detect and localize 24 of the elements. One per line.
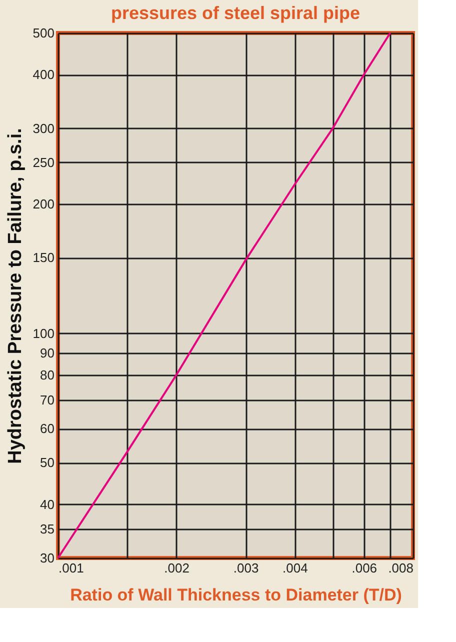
y-tick-label: 50 [40, 455, 54, 470]
y-tick-label: 300 [32, 120, 54, 136]
y-tick-label: 60 [40, 421, 54, 436]
y-tick-label: 500 [32, 26, 54, 40]
y-tick-label: 35 [40, 522, 54, 537]
y-axis-title: Hydrostatic Pressure to Failure, p.s.i. [4, 128, 26, 464]
x-axis-title: Ratio of Wall Thickness to Diameter (T/D) [70, 586, 402, 604]
y-tick-label: 100 [32, 326, 54, 341]
y-tick-label: 30 [40, 550, 54, 566]
x-tick-label: .003 [233, 560, 259, 576]
y-tick-label: 40 [40, 496, 54, 512]
x-tick-label: .008 [388, 560, 414, 576]
y-tick-label: 200 [32, 196, 54, 212]
y-tick-label: 70 [40, 392, 54, 408]
x-tick-label: .006 [352, 560, 378, 576]
y-tick-label: 150 [32, 250, 54, 266]
y-tick-label: 250 [32, 154, 54, 170]
chart-title: pressures of steel spiral pipe [110, 3, 360, 23]
y-tick-label: 400 [32, 67, 54, 82]
y-tick-label: 90 [40, 345, 54, 360]
y-tick-label: 80 [40, 367, 54, 382]
x-tick-label: .001 [58, 560, 84, 576]
x-tick-label: .002 [164, 560, 190, 576]
x-tick-label: .004 [282, 560, 308, 576]
